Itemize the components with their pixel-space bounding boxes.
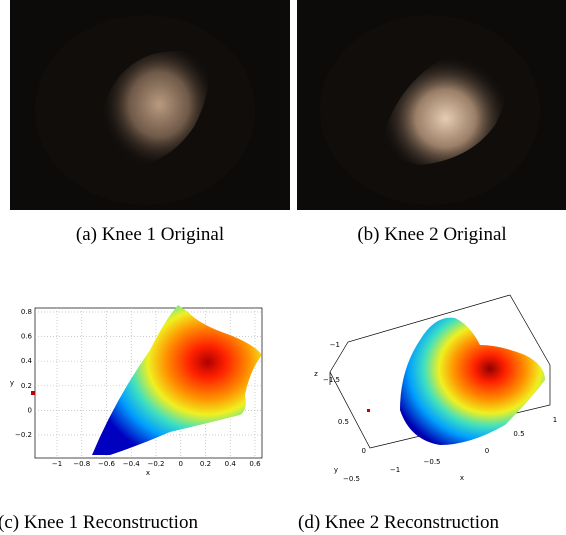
x-tick-label: −0.5 xyxy=(424,458,441,466)
x-axis-label: x xyxy=(146,469,150,477)
z-tick-label: −1 xyxy=(330,341,340,349)
outlier xyxy=(367,409,370,412)
y-tick-label: 0.5 xyxy=(338,418,349,426)
outlier xyxy=(31,391,35,395)
x-axis-label: x xyxy=(460,474,464,482)
x-tick-label: 0 xyxy=(485,447,489,455)
y-tick-label: 0.2 xyxy=(21,382,32,390)
x-tick-label: 0.5 xyxy=(513,430,524,438)
y-axis-label: y xyxy=(334,466,338,474)
x-tick-label: 0.6 xyxy=(249,460,261,468)
x-tick-label: 0.2 xyxy=(200,460,211,468)
x-tick-label: 1 xyxy=(553,416,557,424)
axes-box xyxy=(34,307,263,459)
y-tick-label: 0.6 xyxy=(21,333,33,341)
y-tick-label: −0.5 xyxy=(343,475,360,483)
x-tick-label: 0.4 xyxy=(225,460,237,468)
heatmap-d xyxy=(400,317,545,445)
knee-1 xyxy=(99,51,209,170)
z-tick-label: −1.5 xyxy=(323,376,340,384)
knee-2 xyxy=(385,48,507,165)
y-tick-label: 0 xyxy=(362,447,366,455)
x-tick-label: −0.6 xyxy=(98,460,116,468)
x-tick-label: −1 xyxy=(390,466,400,474)
caption: (b) Knee 2 Original xyxy=(357,224,506,245)
z-axis-label: z xyxy=(314,370,318,378)
y-tick-label: 0.8 xyxy=(21,308,32,316)
caption: (a) Knee 1 Original xyxy=(76,224,224,245)
y-tick-label: 0 xyxy=(28,406,32,414)
caption: (c) Knee 1 Reconstruction xyxy=(0,512,198,533)
y-tick-label: 0.4 xyxy=(21,357,33,365)
x-tick-label: 0 xyxy=(179,460,183,468)
x-tick-label: −0.2 xyxy=(148,460,165,468)
y-axis-label: y xyxy=(10,379,14,387)
x-tick-label: −0.4 xyxy=(123,460,141,468)
y-tick-label: −0.2 xyxy=(15,431,32,439)
plot-c: −1 −0.8 −0.6 −0.4 −0.2 0 0.2 0.4 0.6 0.8 0.6 0.4 0.2… xyxy=(10,307,263,477)
caption: (d) Knee 2 Reconstruction xyxy=(298,512,500,533)
x-tick-label: −1 xyxy=(52,460,62,468)
x-tick-label: −0.8 xyxy=(73,460,90,468)
heatmap-c xyxy=(92,305,262,455)
